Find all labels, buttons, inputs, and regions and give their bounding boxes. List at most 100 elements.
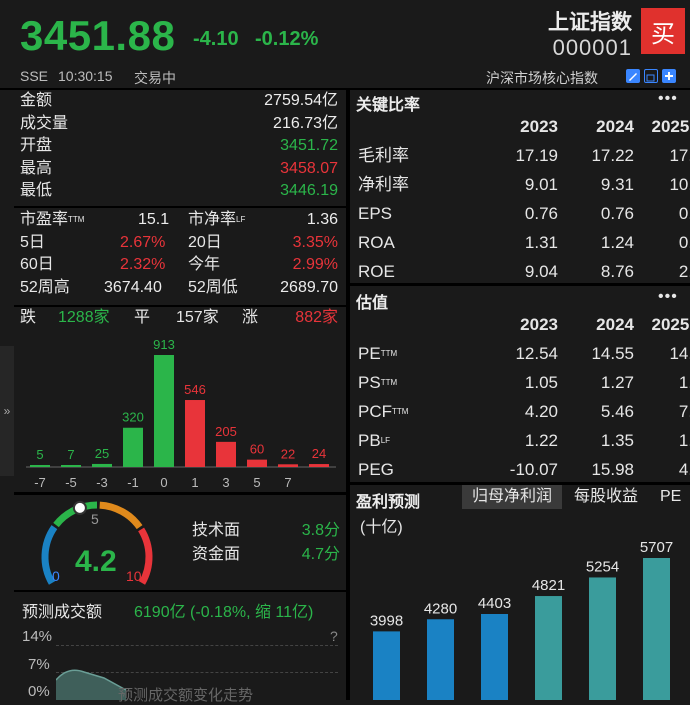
key-ratios-table: 2023 2024 2025Q1 毛利率 17.19 17.22 17.17 净利率 9.01 9… (354, 112, 690, 286)
flat-label: 平 (134, 309, 151, 326)
row-value: 1.24 (600, 233, 634, 252)
valuation-more[interactable]: ••• (658, 288, 678, 305)
distribution-bar (92, 463, 112, 467)
price-change: -4.10 (193, 28, 239, 50)
gauge-min: 0 (52, 568, 60, 584)
pe-sup: TTM (68, 215, 85, 224)
tab-pe[interactable]: PE (660, 488, 682, 505)
x-tick-label: -5 (65, 475, 77, 490)
year-header: 2025Q1 (651, 315, 690, 334)
quote-value: 3458.07 (280, 159, 338, 177)
row-value: 1.25 (678, 373, 690, 392)
table-row: 净利率 9.01 9.31 10.72 (354, 170, 690, 199)
row-value: 9.04 (524, 262, 558, 281)
forecast-y-mid: 7% (28, 656, 50, 673)
row-value: 17.17 (669, 146, 690, 165)
row-value: 7.41 (678, 402, 690, 421)
tab-net-profit[interactable]: 归母净利润 (462, 485, 562, 509)
profit-bar-label: 4821 (532, 577, 565, 594)
row-label: PS (358, 373, 381, 392)
fund-value: 4.7分 (301, 546, 340, 563)
window-icon[interactable] (644, 69, 658, 83)
x-tick-label: 7 (284, 475, 291, 490)
profit-bar-label: 5254 (586, 558, 619, 575)
profit-bar (427, 619, 454, 700)
table-row: PCFTTM 4.20 5.46 7.41 (354, 397, 690, 426)
w52l-label: 52周低 (188, 278, 238, 296)
row-value: 15.98 (591, 460, 634, 479)
distribution-bar (185, 400, 205, 467)
buy-button[interactable]: 买 (641, 8, 685, 54)
row-label-cell: PBLF (354, 426, 458, 455)
x-tick-label: -1 (127, 475, 139, 490)
row-label-cell: EPS (354, 199, 458, 228)
row-label: PB (358, 431, 381, 450)
edit-icon[interactable] (626, 69, 640, 83)
distribution-bar (61, 465, 81, 467)
forecast-label: 预测成交额 (22, 604, 103, 621)
bar-value-label: 320 (122, 410, 144, 425)
exchange-label: SSE (20, 68, 49, 84)
year-header: 2023 (520, 117, 558, 136)
row-value: 1.35 (600, 431, 634, 450)
sentiment-gauge (41, 500, 153, 585)
gauge-score: 4.2 (75, 545, 117, 578)
profit-bar (481, 613, 508, 700)
year-header: 2025Q1 (651, 117, 690, 136)
price-change-pct: -0.12% (255, 28, 319, 50)
profit-bar (535, 596, 562, 700)
forecast-y-top: 14% (22, 628, 53, 645)
profit-title: 盈利预测 (356, 494, 421, 511)
profit-bar (373, 631, 400, 700)
d5-label: 5日 (20, 233, 45, 251)
row-value: 8.76 (600, 262, 634, 281)
gauge-detail: 技术面 3.8分 资金面 4.7分 (192, 519, 340, 567)
profit-bar (643, 558, 670, 700)
key-ratios-title: 关键比率 (356, 97, 421, 114)
bar-value-label: 25 (95, 446, 109, 461)
x-tick-label: 5 (253, 475, 260, 490)
year-header: 2023 (520, 315, 558, 334)
forecast-grid (56, 645, 338, 646)
help-icon[interactable]: ? (330, 628, 338, 644)
valuation-table: 202320242025Q1PETTM12.5414.5514.23PSTTM1… (354, 310, 690, 484)
row-value: 0.32 (678, 233, 690, 252)
row-label-sup: LF (380, 436, 391, 445)
pb-label: 市净率 (188, 211, 237, 228)
index-name: 上证指数 (548, 11, 632, 34)
row-value: 12.54 (515, 344, 558, 363)
quote-label: 金额 (20, 92, 53, 109)
distribution-bar (309, 464, 329, 467)
gauge-arc (41, 525, 58, 585)
fund-label: 资金面 (192, 546, 241, 563)
profit-bar-label: 4403 (478, 595, 511, 612)
table-row: ROA 1.31 1.24 0.32 (354, 228, 690, 257)
add-icon[interactable] (662, 69, 676, 83)
w52l-value: 2689.70 (280, 278, 338, 296)
distribution-bar (216, 441, 236, 467)
tech-value: 3.8分 (301, 522, 340, 539)
up-label: 涨 (242, 309, 259, 326)
key-ratios-more[interactable]: ••• (658, 90, 678, 107)
ytd-value: 2.99% (292, 256, 338, 273)
row-label-cell: 毛利率 (354, 141, 458, 170)
expand-sidebar-handle[interactable]: » (0, 346, 14, 476)
table-row: EPS 0.76 0.76 0.21 (354, 199, 690, 228)
forecast-y-bot: 0% (28, 683, 50, 700)
bar-value-label: 546 (184, 382, 206, 397)
profit-bar-label: 5707 (640, 539, 673, 556)
row-value: 1.32 (678, 431, 690, 450)
forecast-area (56, 669, 127, 700)
tab-eps[interactable]: 每股收益 (574, 488, 639, 505)
divider (14, 492, 346, 495)
row-label-sup: TTM (380, 349, 398, 358)
pe-value: 15.1 (138, 211, 170, 228)
w52h-value: 3674.40 (104, 278, 162, 296)
bar-value-label: 60 (250, 442, 264, 457)
row-label: EPS (358, 204, 393, 223)
divider (350, 482, 690, 485)
w52h-label: 52周高 (20, 278, 70, 296)
header-tools (626, 69, 676, 83)
divider (14, 206, 346, 208)
row-label: 净利率 (358, 175, 409, 194)
